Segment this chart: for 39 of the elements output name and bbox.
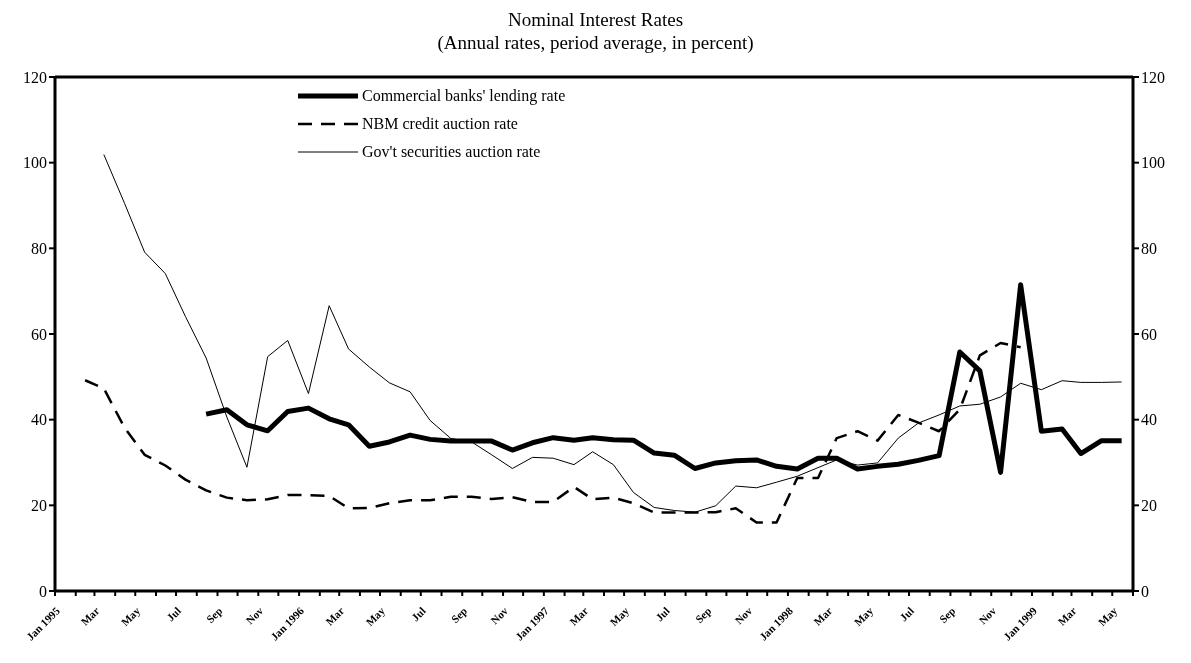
legend-label: NBM credit auction rate [362,115,518,133]
x-tick-label: Sep [692,604,714,626]
y2-tick-label: 60 [1141,325,1157,343]
x-tick-label: Mar [1055,604,1079,628]
x-tick-label: Nov [488,604,511,627]
x-tick-label: Jul [897,604,917,624]
x-tick-label: Sep [203,604,225,626]
y2-tick-label: 40 [1141,411,1157,429]
y2-tick-label: 20 [1141,497,1157,515]
legend-label: Gov't securities auction rate [362,143,541,161]
x-tick-label: Mar [811,604,835,628]
y2-tick-label: 100 [1141,154,1165,172]
chart-title: Nominal Interest Rates [506,8,685,31]
chart-subtitle: (Annual rates, period average, in percent) [436,31,755,54]
y-tick-label: 20 [31,497,47,515]
y-tick-label: 100 [23,154,47,172]
y-tick-label: 0 [39,582,47,600]
x-tick-label: Jul [409,604,428,624]
x-tick-label: May [1095,604,1120,629]
y2-tick-label: 80 [1141,240,1157,258]
y-tick-label: 120 [23,68,47,86]
x-tick-label: Jul [653,604,672,624]
y-tick-label: 60 [31,325,47,343]
y2-tick-label: 0 [1141,582,1149,600]
x-tick-label: May [118,604,143,629]
x-tick-label: May [851,604,876,629]
y-tick-label: 40 [31,411,47,429]
legend-label: Commercial banks' lending rate [362,87,566,105]
y-tick-label: 80 [31,240,47,258]
x-tick-label: Sep [936,604,958,626]
x-tick-label: Nov [732,604,755,627]
x-tick-label: Nov [976,604,999,627]
x-tick-label: Mar [78,604,102,628]
x-tick-label: Nov [243,604,266,627]
x-tick-label: Mar [567,604,591,628]
x-tick-label: Mar [323,604,347,628]
y2-tick-label: 120 [1141,68,1165,86]
x-tick-label: Jul [164,604,184,624]
x-tick-label: Sep [448,604,470,626]
